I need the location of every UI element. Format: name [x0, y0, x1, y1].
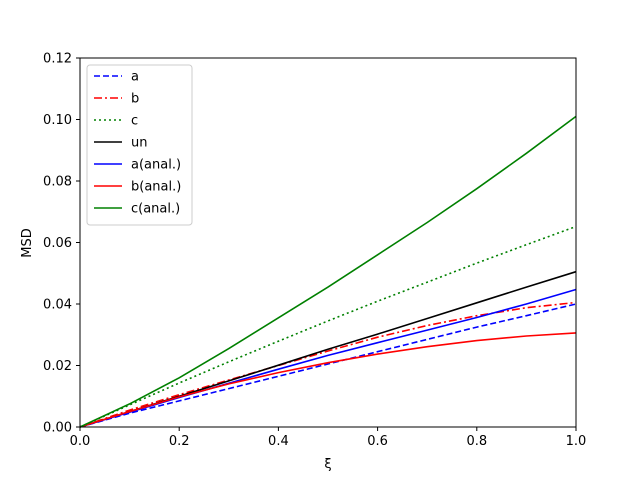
series-line-2 — [79, 225, 577, 428]
series-line-6 — [79, 115, 577, 428]
y-tick-label: 0.10 — [43, 113, 72, 128]
y-tick-label: 0.00 — [43, 421, 72, 436]
y-axis-label: MSD — [20, 228, 35, 257]
series-line-0 — [79, 303, 577, 428]
x-tick-label: 1.0 — [566, 434, 587, 449]
legend-label-2: c — [131, 114, 138, 129]
y-tick-label: 0.12 — [43, 52, 72, 67]
y-tick-label: 0.06 — [43, 236, 72, 251]
series-line-1 — [79, 301, 577, 428]
legend-label-1: b — [131, 92, 139, 107]
legend-label-6: c(anal.) — [131, 202, 180, 217]
x-axis-label: ξ — [324, 457, 331, 472]
legend: abc un a(anal.) b(anal.) c(anal.) — [86, 64, 193, 226]
x-tick-label: 0.0 — [70, 434, 91, 449]
legend-label-0: a — [131, 70, 139, 85]
x-tick-label: 0.2 — [169, 434, 190, 449]
x-tick-label: 0.4 — [268, 434, 289, 449]
y-tick-label: 0.02 — [43, 359, 72, 374]
legend-label-5: b(anal.) — [131, 180, 181, 195]
legend-box — [86, 64, 193, 226]
y-tick-label: 0.08 — [43, 175, 72, 190]
series-line-5 — [79, 332, 577, 428]
x-tick-label: 0.8 — [466, 434, 487, 449]
legend-label-3: un — [131, 136, 147, 151]
x-tick-label: 0.6 — [367, 434, 388, 449]
legend-label-4: a(anal.) — [131, 158, 181, 173]
y-tick-label: 0.04 — [43, 298, 72, 313]
axis-ticks: 0.0 0.2 0.4 0.6 0.8 1.0 0.00 0.02 0.04 0.06 0.08 0.… — [43, 52, 586, 450]
plot-area — [79, 57, 577, 428]
